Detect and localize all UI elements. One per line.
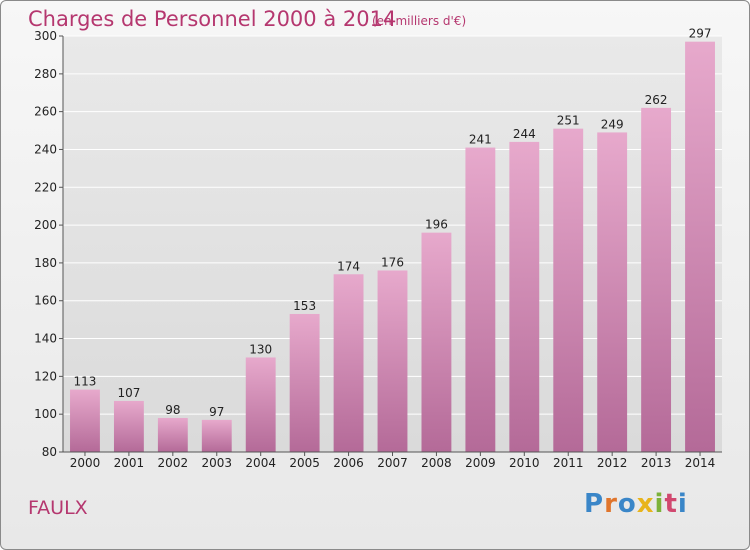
x-tick-label: 2006 — [333, 456, 364, 470]
bars — [70, 41, 715, 452]
y-tick-label: 220 — [34, 180, 57, 194]
logo-letter: o — [617, 489, 637, 519]
value-label: 244 — [513, 127, 536, 141]
bar — [245, 357, 276, 452]
logo-letter: P — [584, 489, 605, 519]
x-tick-label: 2008 — [421, 456, 452, 470]
value-label: 97 — [209, 405, 224, 419]
x-axis: 2000 2001 2002 2003 2004 2005 2006 2007 2008 2009… — [63, 451, 722, 470]
bar — [157, 417, 188, 452]
value-label: 130 — [249, 342, 272, 356]
x-tick-label: 2005 — [289, 456, 320, 470]
value-label: 113 — [74, 375, 97, 389]
x-tick-label: 2014 — [685, 456, 716, 470]
x-tick-label: 2007 — [377, 456, 408, 470]
y-tick-label: 200 — [34, 218, 57, 232]
value-label: 196 — [425, 218, 448, 232]
bar — [553, 128, 584, 452]
value-label: 107 — [117, 386, 140, 400]
place-name: FAULX — [28, 497, 88, 519]
x-tick-label: 2004 — [245, 456, 276, 470]
chart-title: Charges de Personnel 2000 à 2014 — [28, 7, 397, 31]
bar — [70, 389, 100, 452]
y-tick-label: 100 — [34, 407, 57, 421]
value-labels: 113 107 98 97 130 153 174 176 196 241 244 251 249 262… — [74, 27, 712, 419]
y-tick-label: 120 — [34, 369, 57, 383]
bar — [289, 313, 320, 452]
bar — [465, 147, 496, 452]
bar — [685, 41, 715, 452]
logo-letter: r — [604, 489, 618, 519]
y-tick-label: 160 — [34, 294, 57, 308]
bar — [509, 141, 540, 452]
value-label: 262 — [645, 93, 668, 107]
value-label: 176 — [381, 255, 404, 269]
bar — [597, 132, 628, 452]
x-tick-label: 2003 — [201, 456, 232, 470]
bar — [377, 270, 408, 452]
proxiti-logo[interactable]: Proxiti — [584, 489, 688, 519]
bar — [421, 232, 452, 452]
x-tick-label: 2010 — [509, 456, 540, 470]
y-tick-label: 240 — [34, 142, 57, 156]
x-tick-label: 2009 — [465, 456, 496, 470]
y-tick-label: 80 — [42, 445, 57, 459]
y-tick-label: 300 — [34, 29, 57, 43]
x-tick-label: 2011 — [553, 456, 584, 470]
logo-letter: i — [677, 489, 688, 519]
x-tick-label: 2013 — [641, 456, 672, 470]
x-tick-label: 2002 — [158, 456, 189, 470]
chart-subtitle: (en milliers d'€) — [372, 14, 467, 28]
value-label: 174 — [337, 259, 360, 273]
value-label: 153 — [293, 299, 316, 313]
value-label: 241 — [469, 133, 492, 147]
bar — [641, 107, 672, 452]
x-tick-label: 2001 — [114, 456, 145, 470]
bar — [113, 400, 144, 452]
y-axis: 80 100 120 140 160 180 200 220 240 260 280 300 — [34, 29, 64, 459]
y-tick-label: 280 — [34, 67, 57, 81]
bar — [201, 419, 232, 452]
logo-letter: x — [636, 489, 655, 519]
x-tick-label: 2000 — [70, 456, 101, 470]
value-label: 249 — [601, 117, 624, 131]
value-label: 98 — [165, 403, 180, 417]
logo-letter: i — [654, 489, 665, 519]
value-label: 297 — [689, 27, 712, 41]
bar — [333, 274, 364, 452]
logo-letter: t — [664, 489, 678, 519]
value-label: 251 — [557, 114, 580, 128]
x-tick-label: 2012 — [597, 456, 628, 470]
y-tick-label: 260 — [34, 105, 57, 119]
y-tick-label: 140 — [34, 332, 57, 346]
y-tick-label: 180 — [34, 256, 57, 270]
